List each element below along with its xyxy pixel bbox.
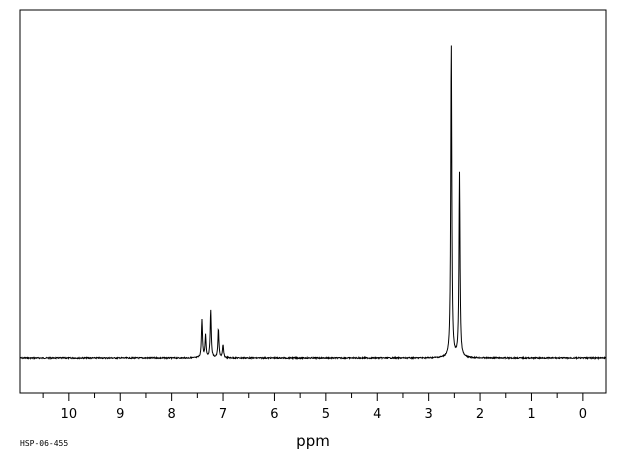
x-tick-label: 7 bbox=[219, 407, 227, 422]
x-axis-tick-labels: 10 9 8 7 6 5 4 3 2 1 0 bbox=[61, 407, 587, 422]
x-tick-label: 9 bbox=[116, 407, 124, 422]
x-tick-label: 5 bbox=[322, 407, 330, 422]
x-tick-label: 10 bbox=[61, 407, 78, 422]
x-tick-label: 4 bbox=[373, 407, 381, 422]
plot-frame bbox=[19, 9, 607, 394]
x-tick-label: 8 bbox=[167, 407, 175, 422]
x-axis-title: ppm bbox=[296, 432, 330, 450]
x-tick-label: 1 bbox=[527, 407, 535, 422]
spectrum-trace bbox=[19, 45, 607, 361]
x-tick-label: 2 bbox=[476, 407, 484, 422]
x-tick-label: 6 bbox=[270, 407, 278, 422]
x-axis-ticks bbox=[42, 393, 584, 401]
x-tick-label: 3 bbox=[425, 407, 433, 422]
spectrum-code-label: HSP-06-455 bbox=[20, 439, 68, 448]
x-tick-label: 0 bbox=[579, 407, 587, 422]
